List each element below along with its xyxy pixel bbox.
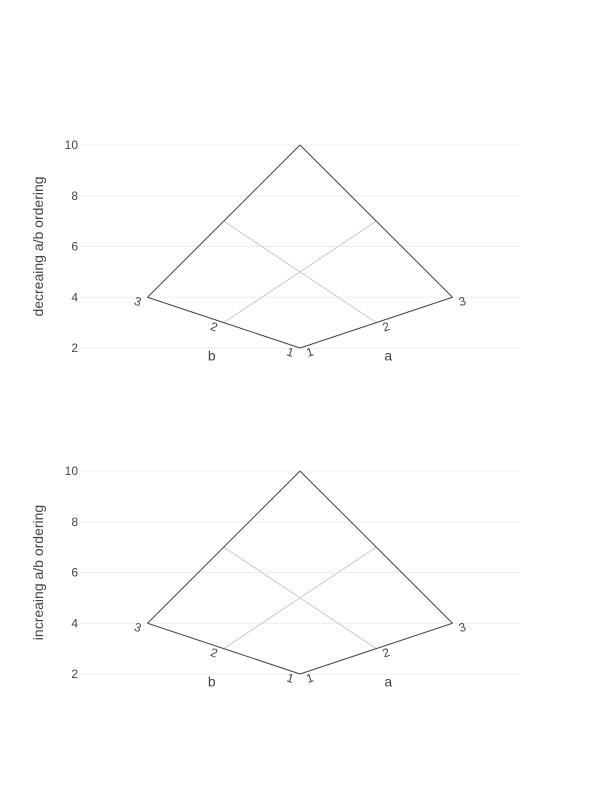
subplot-decreasing: 2 4 6 8 10 decreaing a/b ordering 1 2 3 1 2 3 a b	[30, 138, 520, 364]
b-axis-title: b	[208, 674, 216, 690]
y-tick-label: 2	[71, 341, 78, 355]
y-tick-label: 10	[65, 138, 79, 152]
carpet-far-edge	[147, 470, 301, 624]
b-tick-label: 1	[285, 345, 296, 360]
b-tick-label: 3	[132, 294, 143, 309]
carpet-a-axis-line	[299, 296, 453, 349]
carpet-far-edge	[299, 144, 453, 298]
a-tick-label: 1	[304, 670, 315, 685]
y-tick-label: 4	[71, 290, 78, 304]
carpet-a-axis-line	[299, 622, 453, 675]
a-axis-title: a	[384, 348, 392, 364]
b-tick-label: 2	[209, 645, 220, 660]
carpet-far-edge	[299, 470, 453, 624]
a-tick-label: 3	[457, 620, 468, 635]
a-tick-label: 2	[381, 319, 392, 334]
a-tick-label: 2	[381, 645, 392, 660]
b-tick-label: 1	[285, 671, 296, 686]
carpet-far-edge	[147, 144, 301, 298]
y-tick-label: 6	[71, 240, 78, 254]
carpet-b-axis-line	[147, 622, 301, 675]
y-tick-label: 4	[71, 616, 78, 630]
y-tick-label: 2	[71, 667, 78, 681]
y-tick-label: 8	[71, 515, 78, 529]
a-tick-label: 3	[457, 294, 468, 309]
y-tick-label: 6	[71, 566, 78, 580]
a-axis-title: a	[384, 674, 392, 690]
carpet-b-gridline	[223, 220, 377, 324]
a-tick-label: 1	[304, 344, 315, 359]
b-tick-label: 3	[132, 620, 143, 635]
carpet-b-gridline	[223, 546, 377, 650]
b-tick-label: 2	[209, 319, 220, 334]
b-axis-title: b	[208, 348, 216, 364]
subplot-increasing: 2 4 6 8 10 increaing a/b ordering 1 2 3 1 2 3 a b	[30, 464, 520, 690]
y-axis-title: decreaing a/b ordering	[30, 176, 46, 316]
y-axis-title: increaing a/b ordering	[30, 505, 46, 640]
carpet-b-axis-line	[147, 296, 301, 349]
y-tick-label: 10	[65, 464, 79, 478]
y-tick-label: 8	[71, 189, 78, 203]
